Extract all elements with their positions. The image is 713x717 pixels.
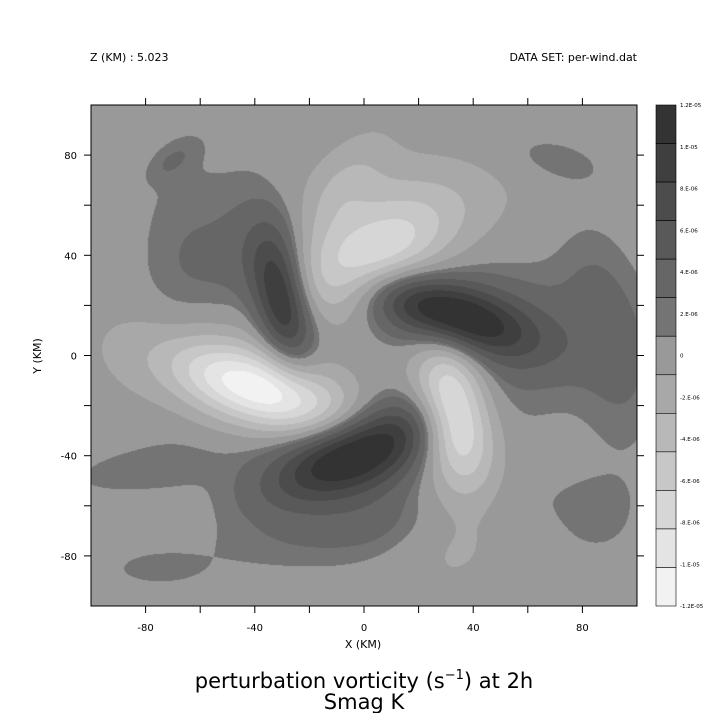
colorbar-swatch (655, 297, 677, 337)
colorbar-label: -4.E-06 (680, 437, 700, 443)
x-tick-label: 0 (361, 623, 367, 634)
contour-field (91, 105, 637, 606)
title-exponent: −1 (445, 668, 464, 683)
colorbar-swatch (655, 143, 677, 183)
colorbar-label: -1.2E-05 (680, 604, 704, 610)
colorbar-swatch (655, 567, 677, 607)
y-tick-label: -80 (61, 552, 77, 563)
colorbar-label: -6.E-06 (680, 479, 700, 485)
y-tick-label: 0 (71, 352, 77, 363)
colorbar-label: 6.E-06 (680, 228, 698, 234)
colorbar-swatch (655, 181, 677, 221)
chart-title: perturbation vorticity (s−1) at 2h (195, 668, 534, 693)
x-tick-label: -80 (137, 623, 153, 634)
title-main: perturbation vorticity (s (195, 669, 445, 693)
colorbar-label: 4.E-06 (680, 270, 698, 276)
colorbar-label: -8.E-06 (680, 521, 700, 527)
y-tick-label: -40 (61, 452, 77, 463)
colorbar-label: 0 (680, 354, 684, 360)
colorbar-swatch (655, 335, 677, 376)
z-level-label: Z (KM) : 5.023 (90, 51, 169, 64)
title-tail: ) at 2h (464, 669, 533, 693)
colorbar-swatch (655, 490, 677, 530)
x-axis: -80 -40 0 40 80 (137, 98, 589, 634)
x-axis-label: X (KM) (345, 638, 381, 651)
colorbar-label: -1.E-05 (680, 562, 700, 568)
colorbar-label: -2.E-06 (680, 395, 700, 401)
chart-subtitle: Smag K (324, 690, 406, 713)
colorbar-label: 8.E-06 (680, 187, 698, 193)
contour-plot-area (91, 105, 637, 606)
colorbar-swatch (655, 528, 677, 568)
colorbar-label: 1.E-05 (680, 145, 698, 151)
colorbar-swatch (655, 104, 677, 144)
colorbar-swatch (655, 451, 677, 491)
colorbar-swatch (655, 258, 677, 298)
colorbar-swatch (655, 220, 677, 260)
x-tick-label: -40 (247, 623, 263, 634)
y-axis: 80 40 0 -40 -80 (61, 151, 644, 563)
x-tick-label: 80 (576, 623, 589, 634)
dataset-label: DATA SET: per-wind.dat (509, 51, 637, 64)
colorbar: 1.2E-05 1.E-05 8.E-06 6.E-06 4.E-06 2.E-06 0 -2… (655, 103, 704, 610)
y-tick-label: 80 (64, 151, 77, 162)
colorbar-swatch (655, 413, 677, 453)
y-tick-label: 40 (64, 251, 77, 262)
colorbar-label: 2.E-06 (680, 312, 698, 318)
colorbar-label: 1.2E-05 (680, 103, 702, 109)
x-tick-label: 40 (467, 623, 480, 634)
y-axis-label: Y (KM) (31, 338, 44, 375)
colorbar-swatch (655, 374, 677, 414)
